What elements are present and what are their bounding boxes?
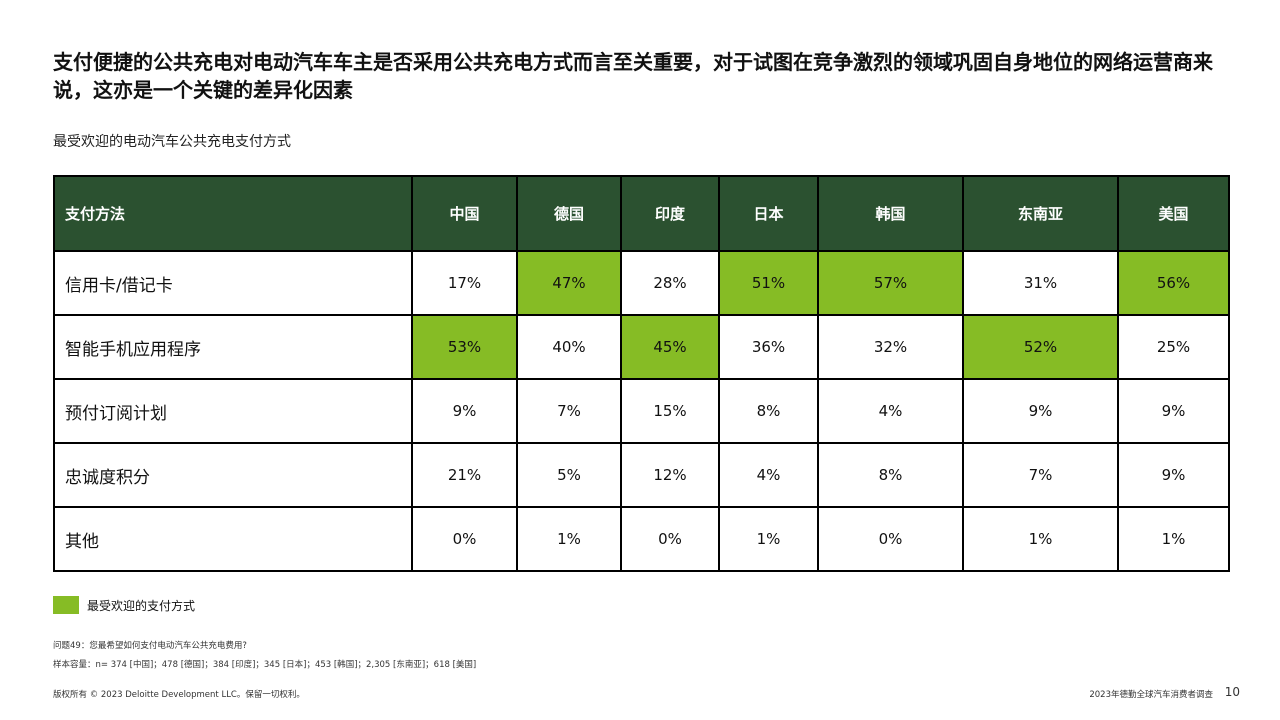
table-row: 智能手机应用程序 53% 40% 45% 36% 32% 52% 25% [53,314,1230,380]
table-cell: 9% [1117,442,1230,508]
table-cell: 1% [718,506,819,572]
table-cell: 28% [620,250,720,316]
table-cell: 53% [411,314,518,380]
table-cell: 9% [1117,378,1230,444]
header-southeast-asia: 东南亚 [962,175,1119,252]
row-label: 忠诚度积分 [53,442,413,508]
sample-size-note: 样本容量：n= 374 [中国]；478 [德国]；384 [印度]；345 [… [53,660,477,670]
header-usa: 美国 [1117,175,1230,252]
header-row: 支付方法 中国 德国 印度 日本 韩国 东南亚 美国 [53,175,1230,252]
table-cell: 7% [962,442,1119,508]
page-title: 支付便捷的公共充电对电动汽车车主是否采用公共充电方式而言至关重要，对于试图在竞争… [53,50,1213,102]
table-cell: 1% [516,506,622,572]
table-cell: 15% [620,378,720,444]
table-cell: 45% [620,314,720,380]
table-cell: 1% [962,506,1119,572]
legend-swatch [53,596,79,614]
table-cell: 52% [962,314,1119,380]
table-cell: 4% [718,442,819,508]
table-cell: 36% [718,314,819,380]
table-cell: 32% [817,314,964,380]
table-cell: 0% [411,506,518,572]
table-cell: 8% [817,442,964,508]
table-cell: 40% [516,314,622,380]
footer-copyright: 版权所有 © 2023 Deloitte Development LLC。保留一… [53,690,305,700]
header-korea: 韩国 [817,175,964,252]
row-label: 信用卡/借记卡 [53,250,413,316]
legend-label: 最受欢迎的支付方式 [87,598,196,613]
table-cell: 4% [817,378,964,444]
header-payment-method: 支付方法 [53,175,413,252]
table-cell: 57% [817,250,964,316]
header-germany: 德国 [516,175,622,252]
page-number: 10 [1224,685,1240,699]
table-body: 信用卡/借记卡 17% 47% 28% 51% 57% 31% 56% 智能手机… [53,250,1230,572]
table-cell: 17% [411,250,518,316]
row-label: 智能手机应用程序 [53,314,413,380]
table-subtitle: 最受欢迎的电动汽车公共充电支付方式 [53,134,291,150]
table-cell: 31% [962,250,1119,316]
table-cell: 0% [620,506,720,572]
header-japan: 日本 [718,175,819,252]
payment-methods-table: 支付方法 中国 德国 印度 日本 韩国 东南亚 美国 信用卡/借记卡 17% 4… [53,175,1230,572]
table-cell: 9% [411,378,518,444]
table-row: 其他 0% 1% 0% 1% 0% 1% 1% [53,506,1230,572]
table-cell: 56% [1117,250,1230,316]
table-cell: 8% [718,378,819,444]
table-cell: 47% [516,250,622,316]
table-cell: 5% [516,442,622,508]
question-note: 问题49：您最希望如何支付电动汽车公共充电费用? [53,641,247,651]
table-row: 忠诚度积分 21% 5% 12% 4% 8% 7% 9% [53,442,1230,508]
table-row: 信用卡/借记卡 17% 47% 28% 51% 57% 31% 56% [53,250,1230,316]
table-cell: 7% [516,378,622,444]
table-cell: 21% [411,442,518,508]
legend: 最受欢迎的支付方式 [53,596,195,614]
row-label: 其他 [53,506,413,572]
table-cell: 9% [962,378,1119,444]
table-cell: 12% [620,442,720,508]
table-header: 支付方法 中国 德国 印度 日本 韩国 东南亚 美国 [53,175,1230,252]
row-label: 预付订阅计划 [53,378,413,444]
table-cell: 1% [1117,506,1230,572]
footer-report-name: 2023年德勤全球汽车消费者调查 [1089,690,1213,700]
header-china: 中国 [411,175,518,252]
header-india: 印度 [620,175,720,252]
table-row: 预付订阅计划 9% 7% 15% 8% 4% 9% 9% [53,378,1230,444]
table-cell: 51% [718,250,819,316]
table-cell: 25% [1117,314,1230,380]
table-cell: 0% [817,506,964,572]
